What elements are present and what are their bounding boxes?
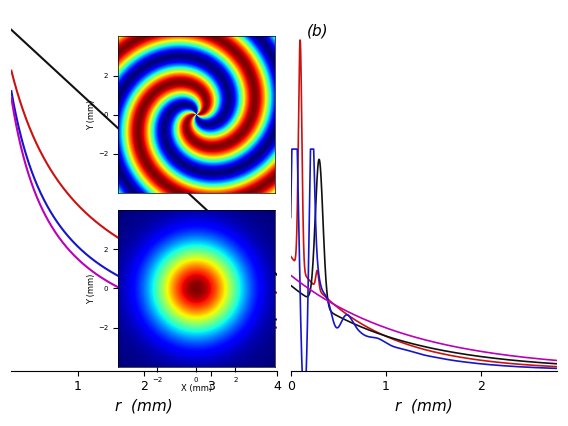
- Text: $C_s$: $C_s$: [158, 175, 174, 191]
- X-axis label: r  (mm): r (mm): [395, 399, 453, 414]
- Text: (b): (b): [307, 23, 328, 38]
- X-axis label: r  (mm): r (mm): [115, 399, 173, 414]
